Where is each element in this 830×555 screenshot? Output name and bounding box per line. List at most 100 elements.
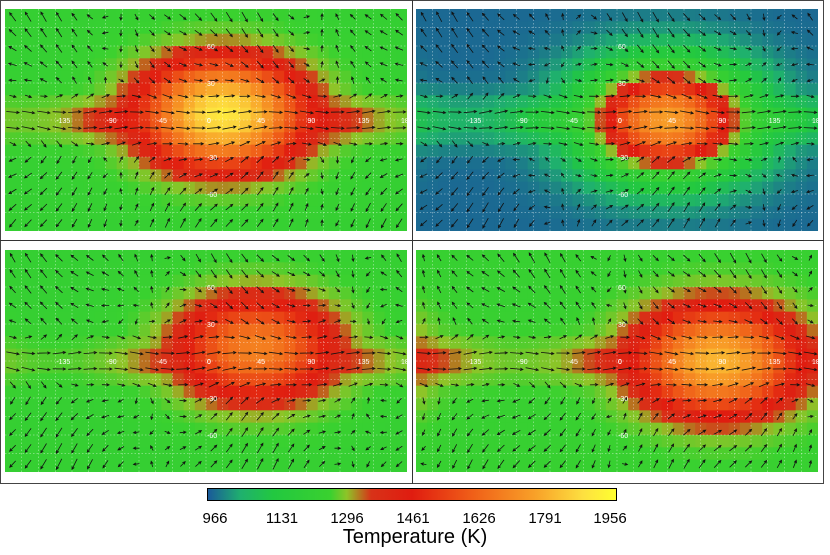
heatmap-cell (795, 361, 808, 374)
wind-vector (419, 78, 428, 82)
heatmap-cell (395, 447, 407, 461)
heatmap-cell (784, 447, 797, 461)
heatmap-cell (384, 274, 397, 288)
heatmap-cell (295, 373, 308, 387)
heatmap-cell (127, 132, 140, 146)
wind-vector (698, 61, 707, 68)
heatmap-cell (739, 169, 752, 183)
wind-vector (696, 142, 709, 146)
wind-vector (698, 429, 707, 435)
heatmap-cell (605, 120, 618, 133)
wind-vector (102, 460, 109, 469)
longitude-tick-label: -135 (56, 359, 70, 366)
heatmap-cell (284, 132, 296, 146)
wind-vector (683, 44, 691, 53)
heatmap-cell (250, 311, 263, 325)
wind-vector (40, 443, 47, 454)
heatmap-cell (27, 385, 40, 399)
heatmap-cell (617, 21, 629, 35)
wind-vector (86, 29, 93, 36)
heatmap-cell (340, 262, 352, 276)
wind-vector (287, 304, 296, 308)
heatmap-cell (183, 83, 196, 96)
wind-vector (180, 217, 186, 228)
heatmap-cell (416, 373, 428, 387)
heatmap-cell (373, 194, 386, 207)
heatmap-cell (516, 274, 529, 288)
heatmap-cell (572, 274, 585, 288)
wind-vector (744, 302, 753, 310)
wind-vector (149, 202, 155, 212)
heatmap-cell (438, 311, 451, 325)
wind-vector (776, 301, 783, 310)
heatmap-cell (150, 422, 162, 436)
heatmap-cell (395, 250, 407, 263)
wind-vector (728, 142, 739, 146)
heatmap-cell (395, 107, 407, 121)
heatmap-cell (172, 324, 185, 337)
wind-vector (179, 187, 187, 195)
heatmap-cell (362, 70, 375, 84)
heatmap-cell (773, 206, 786, 220)
heatmap-cell (706, 435, 719, 448)
heatmap-cell (373, 181, 386, 195)
heatmap-cell (172, 169, 185, 183)
heatmap-cell (127, 33, 140, 47)
heatmap-cell (795, 83, 808, 96)
wind-vector (466, 27, 474, 38)
heatmap-cell (351, 33, 363, 47)
heatmap-cell (806, 218, 818, 231)
wind-vector (695, 126, 710, 131)
wind-vector (9, 413, 16, 421)
heatmap-cell (527, 459, 540, 472)
heatmap-cell (373, 385, 386, 399)
heatmap-cell (695, 107, 707, 121)
wind-vector (589, 94, 600, 98)
wind-vector (650, 141, 662, 147)
heatmap-cell (773, 435, 786, 448)
heatmap-cell (527, 218, 540, 231)
heatmap-cell (561, 324, 573, 337)
heatmap-cell (460, 95, 473, 109)
heatmap-cell (460, 157, 473, 170)
wind-vector (545, 77, 549, 85)
wind-vector (436, 254, 442, 262)
wind-vector (178, 335, 189, 339)
heatmap-cell (194, 447, 207, 461)
wind-vector (667, 44, 675, 54)
wind-vector (482, 459, 489, 470)
longitude-tick-label: -45 (568, 359, 578, 366)
wind-vector (543, 335, 552, 339)
heatmap-cell (206, 206, 218, 220)
wind-vector (512, 141, 521, 146)
heatmap-cell (183, 132, 196, 146)
heatmap-cell (605, 157, 618, 170)
wind-vector (791, 256, 799, 260)
wind-vector (179, 446, 187, 450)
heatmap-cell (384, 287, 397, 300)
wind-vector (633, 125, 648, 130)
heatmap-cell (773, 107, 786, 121)
heatmap-cell (795, 58, 808, 72)
heatmap-cell (717, 274, 730, 288)
heatmap-cell (5, 9, 17, 22)
heatmap-cell (706, 422, 719, 436)
wind-vector (241, 253, 249, 263)
wind-vector (729, 413, 738, 420)
latitude-tick-label: 60 (207, 44, 215, 51)
wind-vector (466, 11, 474, 22)
wind-vector (513, 218, 520, 229)
wind-vector (149, 319, 156, 324)
wind-vector (88, 156, 92, 164)
heatmap-cell (572, 144, 585, 158)
heatmap-cell (483, 274, 495, 288)
wind-vector (667, 186, 675, 196)
wind-vector (510, 351, 524, 355)
wind-vector (129, 110, 144, 114)
wind-vector (648, 351, 664, 356)
heatmap-cell (295, 274, 308, 288)
wind-vector (241, 11, 248, 23)
heatmap-cell (494, 311, 506, 325)
wind-vector (762, 204, 766, 212)
wind-vector (808, 270, 813, 277)
